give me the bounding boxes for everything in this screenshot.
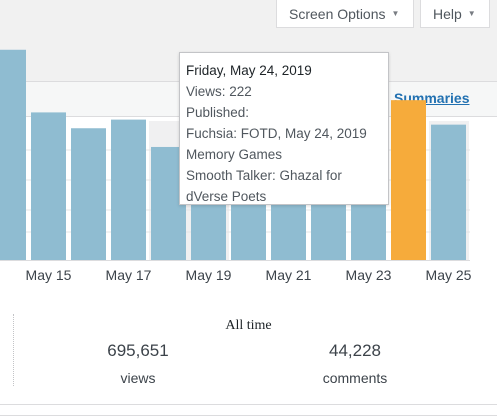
chart-bar-may-17[interactable]	[111, 119, 146, 260]
tooltip-views: Views: 222	[186, 84, 252, 99]
triangle-down-icon: ▼	[467, 9, 476, 18]
all-time-comments-value: 44,228	[329, 341, 381, 360]
divider	[13, 314, 14, 386]
tooltip-post-link[interactable]: Fuchsia: FOTD, May 24, 2019	[186, 126, 367, 141]
screen-options-label: Screen Options	[289, 5, 386, 22]
chart-bar-may-25[interactable]	[431, 124, 466, 260]
tooltip-published-label: Published:	[186, 105, 250, 120]
help-label: Help	[433, 5, 462, 22]
chart-tooltip: Friday, May 24, 2019 Views: 222 Publishe…	[179, 52, 389, 205]
all-time-title: All time	[225, 318, 272, 333]
triangle-down-icon: ▼	[391, 9, 400, 18]
tooltip-post-link[interactable]: Smooth Talker: Ghazal for	[186, 168, 342, 183]
chart-bar-may-14[interactable]	[0, 49, 26, 261]
chart-bar-may-15[interactable]	[31, 112, 66, 261]
all-time-views-label: views	[120, 370, 156, 386]
card-bottom-border	[0, 404, 497, 405]
all-time-views-value: 695,651	[107, 341, 169, 360]
tooltip-post-link[interactable]: Memory Games	[186, 147, 283, 162]
all-time-comments-label: comments	[322, 370, 388, 386]
chart-bar-may-16[interactable]	[71, 128, 106, 260]
chart-bar-may-24[interactable]	[391, 100, 426, 260]
screen-options-button[interactable]: Screen Options ▼	[276, 0, 414, 28]
tooltip-date: Friday, May 24, 2019	[186, 63, 312, 78]
tooltip-post-link[interactable]: dVerse Poets	[186, 189, 267, 204]
help-button[interactable]: Help ▼	[420, 0, 490, 28]
